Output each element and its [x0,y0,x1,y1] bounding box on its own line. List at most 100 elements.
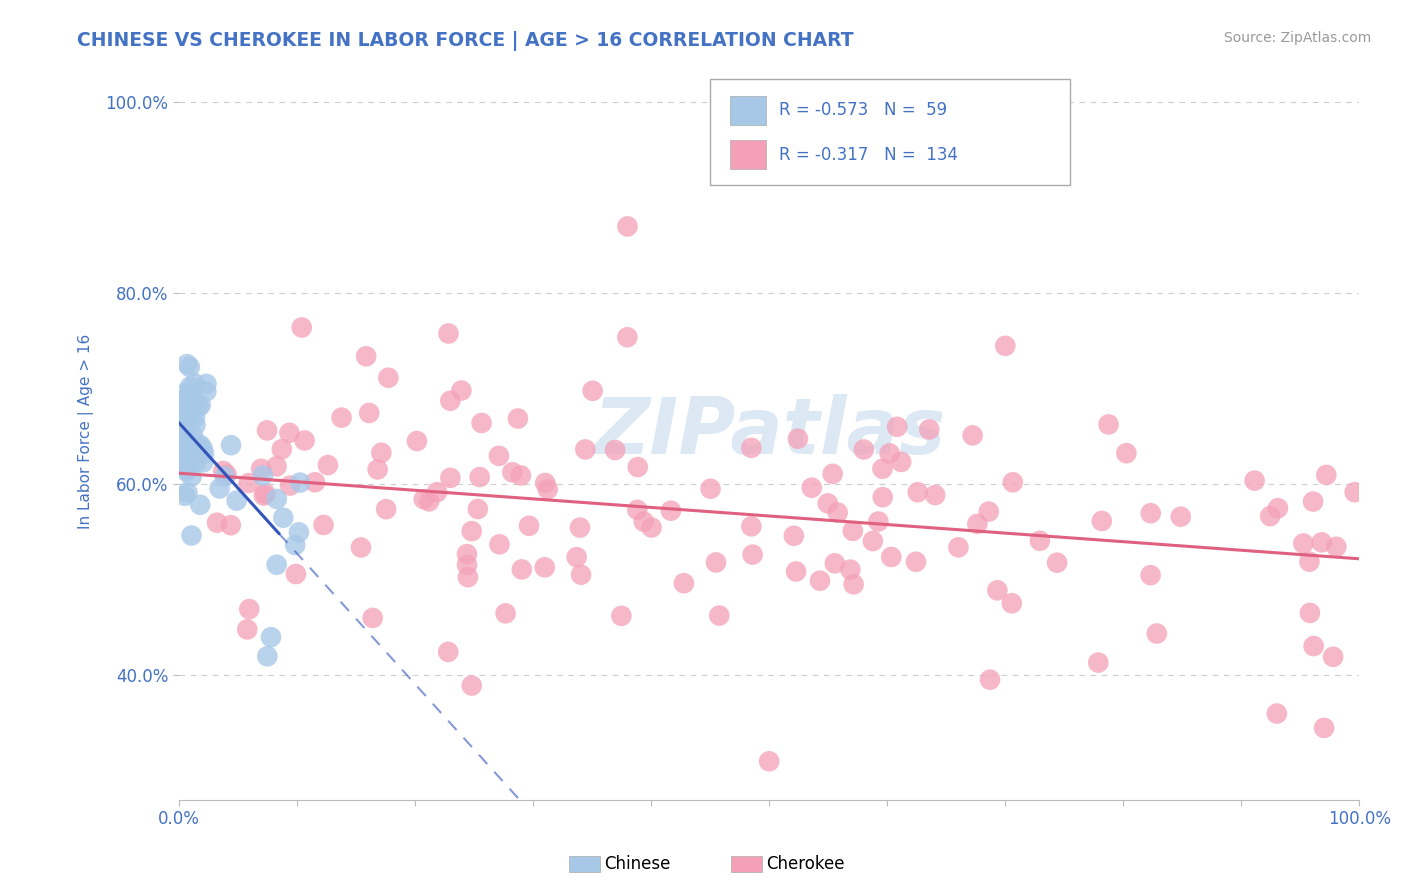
Point [437,326,460,341]
Point [1087,656,1109,670]
Point [174,428,197,442]
Point [174,433,197,447]
Y-axis label: In Labor Force | Age > 16: In Labor Force | Age > 16 [79,334,94,530]
Point [640,520,662,534]
Point [534,475,557,490]
Point [214,469,236,483]
Point [1001,475,1024,490]
Point [890,455,912,469]
Point [879,446,901,460]
Point [839,563,862,577]
Point [904,555,927,569]
Point [238,476,260,491]
Point [271,510,294,524]
Point [173,460,195,475]
Point [377,370,399,384]
Text: R = -0.317   N =  134: R = -0.317 N = 134 [779,145,957,163]
Point [488,449,510,463]
Point [1139,568,1161,582]
Point [1292,536,1315,550]
Point [190,398,212,412]
Point [603,442,626,457]
Point [741,548,763,562]
Point [270,442,292,457]
Point [1313,721,1336,735]
Point [183,376,205,391]
Point [183,393,205,408]
Point [918,422,941,436]
Point [1310,535,1333,549]
Point [179,394,201,409]
Point [256,424,278,438]
Point [740,519,762,533]
Point [184,409,207,424]
Point [266,558,288,572]
Point [1302,494,1324,508]
Point [800,481,823,495]
Point [852,442,875,457]
Point [184,417,207,432]
Point [181,428,204,442]
Point [304,475,326,490]
Point [1170,509,1192,524]
Point [461,679,484,693]
Point [173,423,195,437]
Point [188,438,211,452]
Point [176,398,198,412]
Point [1315,467,1337,482]
Point [180,385,202,400]
Point [176,485,198,500]
Point [626,503,648,517]
Point [316,458,339,472]
Point [312,518,335,533]
Point [176,434,198,448]
Point [740,441,762,455]
Point [1001,596,1024,610]
Point [824,557,846,571]
Point [193,446,215,460]
Point [506,411,529,425]
Text: R = -0.573   N =  59: R = -0.573 N = 59 [779,102,946,120]
Point [568,520,591,534]
Point [817,496,839,510]
Point [176,447,198,461]
Point [488,537,510,551]
Point [471,416,494,430]
Point [1299,606,1322,620]
Point [501,465,523,479]
Point [173,392,195,407]
Point [659,504,682,518]
Text: CHINESE VS CHEROKEE IN LABOR FORCE | AGE > 16 CORRELATION CHART: CHINESE VS CHEROKEE IN LABOR FORCE | AGE… [77,31,853,51]
Point [173,413,195,427]
Point [253,489,276,503]
Point [468,470,491,484]
Point [294,434,316,448]
Point [406,434,429,448]
Point [266,459,288,474]
Point [842,577,865,591]
Point [173,407,195,421]
Point [880,549,903,564]
Point [176,462,198,476]
Point [284,567,307,582]
Point [205,516,228,530]
Point [191,442,214,456]
Point [173,386,195,401]
Point [610,608,633,623]
Point [574,442,596,457]
Point [173,435,195,450]
Point [179,359,201,374]
Point [1097,417,1119,432]
Point [412,492,434,507]
Point [1258,509,1281,524]
FancyBboxPatch shape [730,140,766,169]
Point [173,415,195,429]
Point [266,491,288,506]
Point [907,485,929,500]
Point [437,645,460,659]
Point [616,219,638,234]
Point [180,469,202,483]
Point [510,562,533,576]
Point [173,489,195,503]
Point [439,471,461,485]
